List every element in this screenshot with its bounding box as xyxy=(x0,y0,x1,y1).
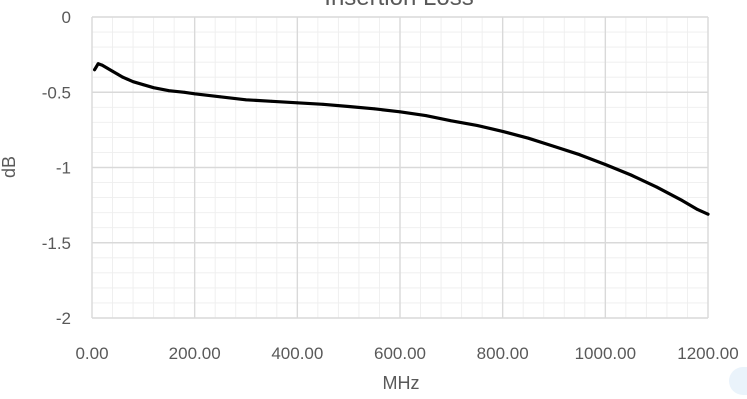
data-point xyxy=(121,75,125,79)
data-point xyxy=(578,153,582,157)
x-axis-title: MHz xyxy=(383,373,420,393)
y-axis-ticks: 0 -0.5 -1 -1.5 -2 xyxy=(42,8,71,328)
data-point xyxy=(131,80,135,84)
data-point xyxy=(270,99,274,103)
chart-title: Insertion Loss xyxy=(324,0,473,11)
data-point xyxy=(141,83,145,87)
data-point xyxy=(501,129,505,133)
x-tick-label: 800.00 xyxy=(477,344,529,363)
data-point xyxy=(372,107,376,111)
data-point xyxy=(680,199,684,203)
data-point xyxy=(218,95,222,99)
y-tick-label: -1 xyxy=(56,159,71,178)
major-gridlines xyxy=(91,16,709,319)
data-point xyxy=(321,102,325,106)
data-point xyxy=(655,185,659,189)
y-axis-title: dB xyxy=(0,156,19,178)
data-point xyxy=(295,101,299,105)
y-tick-label: -2 xyxy=(56,309,71,328)
series-points xyxy=(93,62,710,216)
data-point xyxy=(552,145,556,148)
y-tick-label: -0.5 xyxy=(42,83,71,102)
data-point xyxy=(116,72,120,76)
data-point xyxy=(183,90,186,94)
x-tick-label: 1000.00 xyxy=(575,344,636,363)
x-tick-label: 1200.00 xyxy=(677,344,738,363)
data-point xyxy=(398,110,402,114)
y-tick-label: -1.5 xyxy=(42,234,71,253)
x-tick-label: 200.00 xyxy=(169,344,221,363)
data-point xyxy=(629,173,633,177)
data-point xyxy=(106,66,109,70)
data-point xyxy=(96,62,100,66)
x-tick-label: 600.00 xyxy=(374,344,426,363)
data-point xyxy=(244,98,248,102)
data-point xyxy=(111,69,114,73)
data-point xyxy=(696,208,700,212)
data-point xyxy=(193,92,197,96)
x-tick-label: 0.00 xyxy=(75,344,108,363)
x-tick-label: 400.00 xyxy=(271,344,323,363)
data-point xyxy=(347,105,351,108)
data-point xyxy=(93,68,96,72)
data-point xyxy=(706,212,710,216)
data-point xyxy=(526,136,530,140)
data-point xyxy=(424,114,428,117)
data-point xyxy=(152,86,156,90)
corner-decoration xyxy=(729,367,747,395)
data-point xyxy=(449,119,453,123)
y-tick-label: 0 xyxy=(62,8,71,27)
x-axis-ticks: 0.00 200.00 400.00 600.00 800.00 1000.00 1200.… xyxy=(75,344,738,363)
data-point xyxy=(475,123,479,127)
data-point xyxy=(167,89,171,93)
data-point xyxy=(100,63,104,67)
series-line-insertion-loss xyxy=(93,62,710,216)
data-point xyxy=(603,163,607,166)
